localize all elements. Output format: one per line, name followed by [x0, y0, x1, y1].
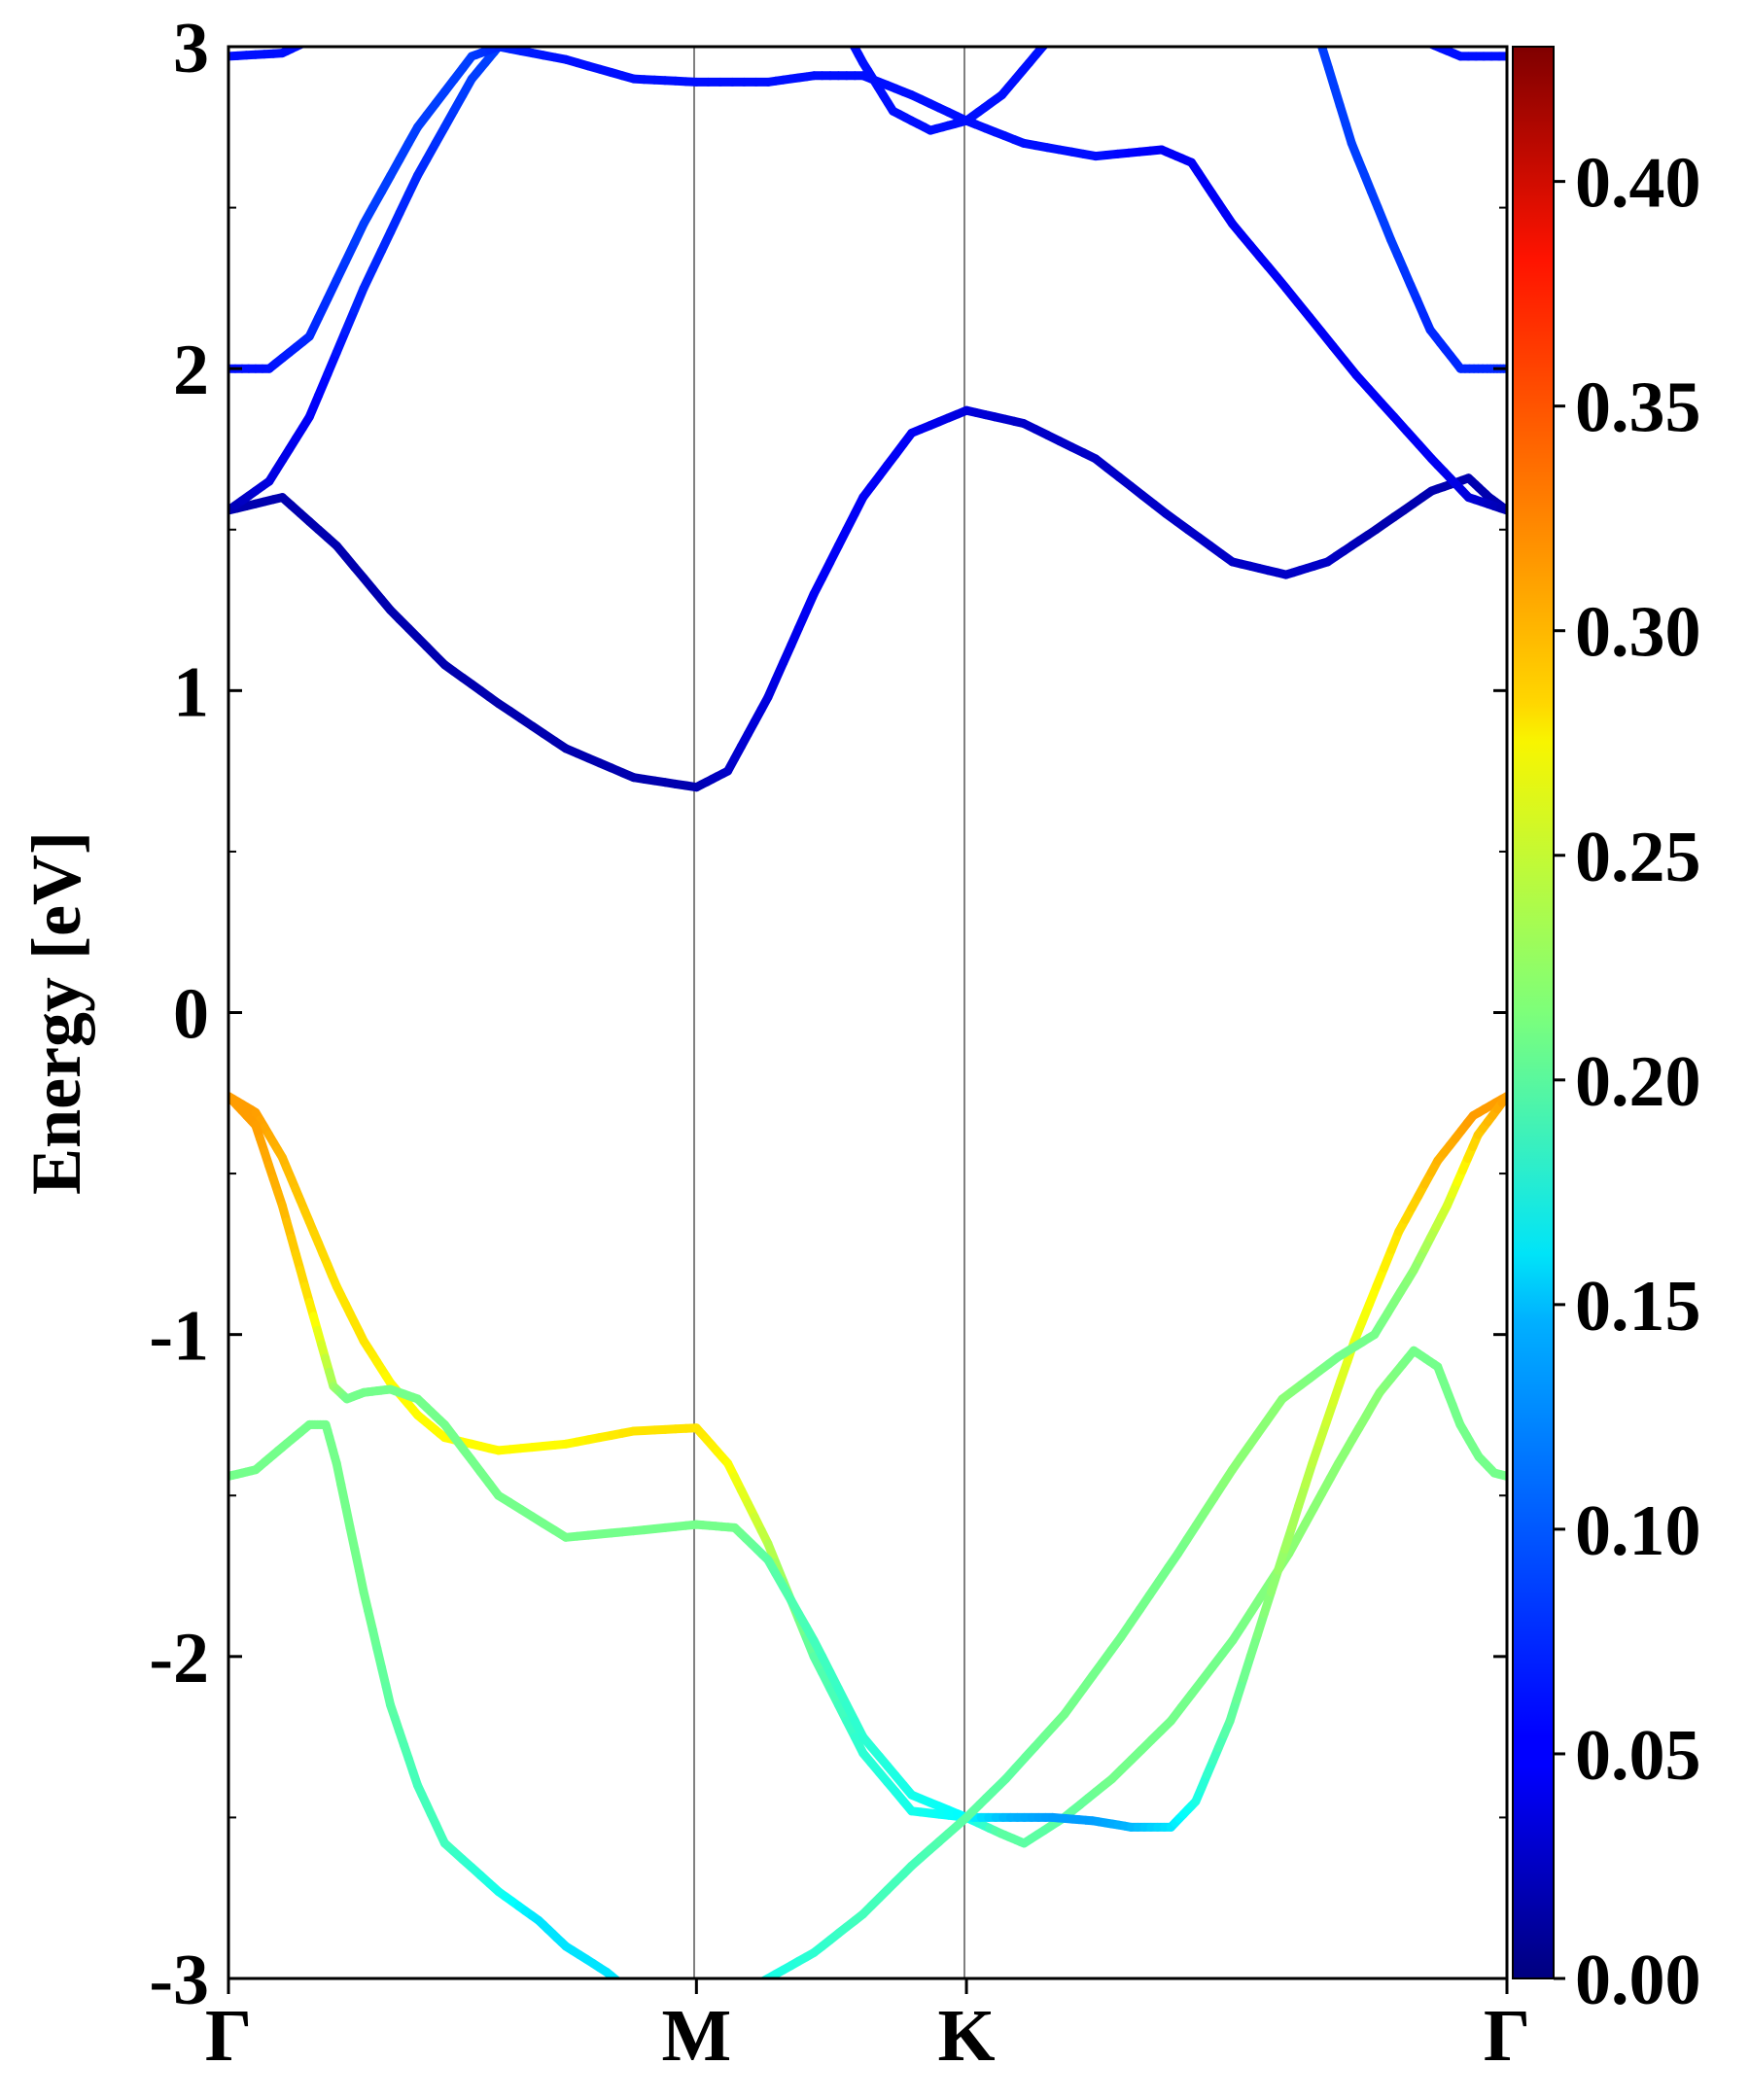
band-segment: [1056, 30, 1059, 33]
band-segment: [846, 30, 851, 38]
band-segment: [1048, 39, 1051, 42]
colorbar-tick-label: 0.05: [1575, 1716, 1701, 1796]
band-segment: [521, 27, 526, 30]
band-segment: [620, 1983, 625, 1987]
colorbar-tick-label: 0.35: [1575, 368, 1701, 448]
band-series-5: [228, 27, 526, 515]
y-axis: 3 2 1 0 -1 -2 -3: [149, 9, 1507, 2020]
k-point-label: K: [937, 1995, 995, 2077]
plot-area: [227, 15, 1509, 2002]
colorbar-gradient: [1512, 46, 1555, 1979]
band-series-10: [1425, 47, 1507, 61]
y-tick-label: -1: [149, 1297, 209, 1377]
band-series-3: [228, 1092, 1507, 2002]
band-segment: [1425, 47, 1440, 51]
band-segment: [297, 47, 306, 50]
band-segment: [303, 47, 306, 48]
colorbar-ticks: 0.00 0.05 0.10 0.15 0.20 0.25 0.30 0.35 0.40: [1554, 144, 1701, 2020]
colorbar-tick-label: 0.20: [1575, 1042, 1701, 1122]
y-tick-label: 1: [173, 652, 209, 732]
bands-layer: [228, 15, 1507, 2002]
band-segment: [634, 1995, 645, 1999]
y-tick-label: -2: [149, 1619, 209, 1698]
band-segment: [645, 1998, 655, 2002]
band-series-7: [837, 15, 1059, 135]
colorbar-tick-label: 0.15: [1575, 1267, 1701, 1347]
band-segment: [500, 47, 507, 49]
band-segment: [1053, 33, 1056, 36]
band-segment: [625, 1987, 630, 1991]
band-series-6: [228, 47, 1507, 515]
band-segment: [508, 37, 512, 40]
y-tick-label: -3: [149, 1941, 209, 2020]
band-segment: [732, 1991, 744, 1998]
band-segment: [629, 1991, 634, 1995]
y-tick-label: 2: [173, 331, 209, 410]
plot-frame: [227, 45, 1509, 1980]
band-segment: [611, 1975, 621, 1978]
band-series-1: [228, 1092, 1507, 1848]
colorbar-tick-label: 0.30: [1575, 593, 1701, 673]
y-axis-label: Energy [eV]: [18, 831, 95, 1195]
k-point-label: M: [661, 1995, 731, 2077]
band-series-8: [1316, 47, 1507, 373]
band-series-9: [228, 47, 306, 61]
band-segment: [744, 1985, 755, 1992]
band-segment: [516, 30, 521, 33]
colorbar: 0.00 0.05 0.10 0.15 0.20 0.25 0.30 0.35 0.40: [1512, 46, 1701, 2020]
band-series-2: [228, 1092, 1507, 1832]
colorbar-tick-label: 0.40: [1575, 144, 1701, 224]
band-segment: [841, 22, 846, 30]
band-series-4: [228, 405, 1507, 792]
colorbar-tick-label: 0.00: [1575, 1941, 1701, 2020]
k-point-label: Γ: [1484, 1995, 1530, 2077]
colorbar-tick-label: 0.10: [1575, 1491, 1701, 1571]
band-segment: [1041, 47, 1049, 49]
band-segment: [512, 34, 517, 37]
y-tick-label: 0: [173, 975, 209, 1055]
colorbar-tick-label: 0.25: [1575, 818, 1701, 897]
band-segment: [837, 15, 842, 22]
k-point-label: Γ: [205, 1995, 252, 2077]
y-tick-label: 3: [173, 9, 209, 88]
band-segment: [1425, 47, 1431, 48]
band-segment: [1051, 36, 1054, 39]
